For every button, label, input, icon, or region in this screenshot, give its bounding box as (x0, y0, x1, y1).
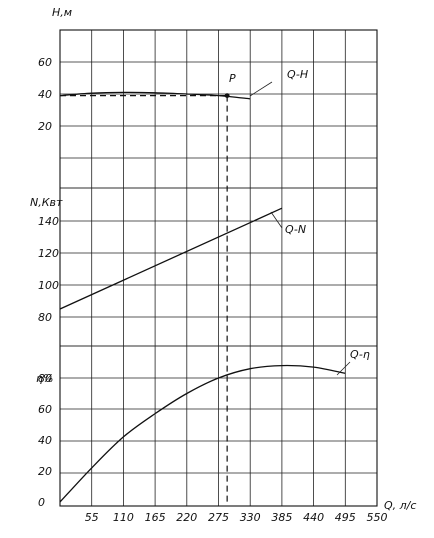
x-tick-label: 220 (176, 511, 197, 524)
h-axis-label: H,м (52, 6, 72, 19)
y-tick-label: 60 (38, 403, 52, 416)
qeta-curve (59, 364, 346, 503)
x-tick-label: 495 (335, 511, 356, 524)
x-tick-label: 385 (271, 511, 292, 524)
tick-labels: 60 40 20 140 120 100 80 80 60 40 20 0 55 110 165 220 275… (38, 56, 388, 524)
y-tick-label: 0 (38, 496, 45, 509)
x-tick-label: 165 (145, 511, 166, 524)
qh-curve-label: Q-H (287, 68, 308, 81)
x-tick-label: 550 (367, 511, 388, 524)
y-tick-label: 40 (38, 434, 52, 447)
y-tick-label: 100 (38, 279, 59, 292)
qn-curve-label: Q-N (285, 223, 306, 236)
qn-leader-line (270, 211, 283, 229)
y-tick-label: 20 (38, 120, 52, 133)
q-axis-label: Q, л/с (384, 499, 416, 512)
x-tick-label: 55 (85, 511, 99, 524)
qn-curve (59, 207, 283, 310)
qh-leader-line (249, 81, 273, 97)
x-tick-label: 330 (240, 511, 261, 524)
eta-axis-label: η% (36, 372, 53, 385)
qeta-curve-label: Q-η (350, 348, 370, 361)
y-tick-label: 80 (38, 372, 52, 385)
y-tick-label: 140 (38, 215, 59, 228)
x-tick-label: 275 (208, 511, 229, 524)
curves (59, 81, 351, 506)
operating-point-label: P (229, 72, 236, 85)
grid (59, 29, 378, 507)
y-tick-label: 80 (38, 311, 52, 324)
x-tick-label: 440 (303, 511, 324, 524)
operating-point-marker (224, 93, 230, 98)
y-tick-label: 60 (38, 56, 52, 69)
n-axis-label: N,Квт (30, 196, 63, 209)
qeta-leader-line (336, 361, 351, 376)
qh-curve (59, 91, 251, 100)
y-tick-label: 20 (38, 465, 52, 478)
plot-frame (59, 29, 378, 507)
y-tick-label: 40 (38, 88, 52, 101)
y-tick-label: 120 (38, 247, 59, 260)
x-tick-label: 110 (113, 511, 134, 524)
